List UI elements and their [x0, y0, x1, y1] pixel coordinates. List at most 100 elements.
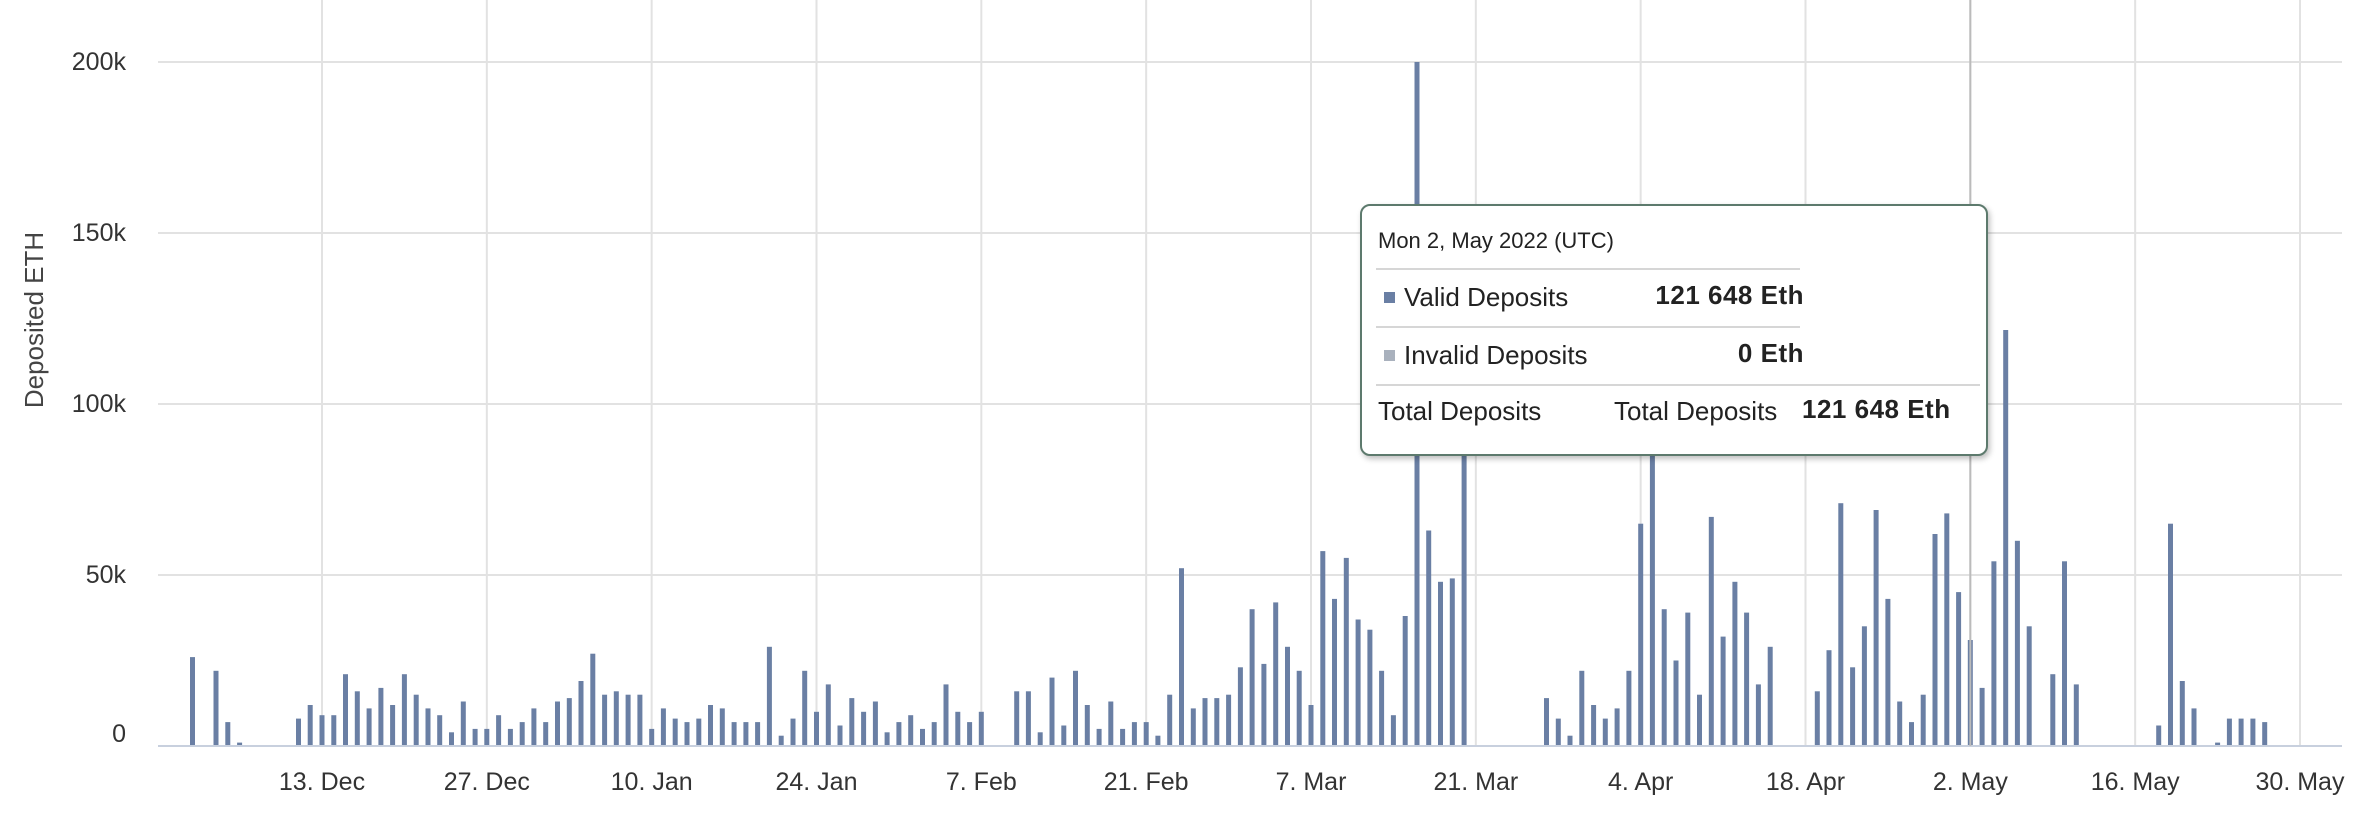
- bar[interactable]: [1367, 629, 1373, 746]
- bar[interactable]: [649, 728, 655, 746]
- bar[interactable]: [1826, 650, 1832, 746]
- bar[interactable]: [2050, 674, 2056, 746]
- bar[interactable]: [1179, 568, 1184, 746]
- bar[interactable]: [1732, 581, 1738, 746]
- bar[interactable]: [1332, 598, 1337, 746]
- bar[interactable]: [496, 715, 502, 746]
- bar[interactable]: [2168, 523, 2173, 746]
- bar[interactable]: [943, 684, 949, 746]
- bar[interactable]: [449, 732, 454, 746]
- bar[interactable]: [955, 711, 961, 746]
- bar[interactable]: [1273, 602, 1279, 746]
- bar[interactable]: [731, 722, 737, 746]
- bar[interactable]: [872, 701, 878, 747]
- bar[interactable]: [237, 742, 243, 746]
- bar[interactable]: [437, 715, 443, 746]
- bar[interactable]: [1720, 636, 1726, 746]
- bar[interactable]: [531, 708, 537, 746]
- bar[interactable]: [1426, 530, 1432, 747]
- bar[interactable]: [1944, 513, 1950, 746]
- bar[interactable]: [2250, 718, 2256, 746]
- bar[interactable]: [2191, 708, 2197, 746]
- bar[interactable]: [1861, 626, 1867, 746]
- bar[interactable]: [1202, 698, 1208, 746]
- bar[interactable]: [1708, 516, 1714, 746]
- bar[interactable]: [1979, 687, 1985, 746]
- bar[interactable]: [861, 711, 867, 746]
- bar[interactable]: [519, 722, 525, 746]
- bar[interactable]: [1567, 735, 1573, 746]
- bar[interactable]: [1355, 619, 1361, 747]
- bar[interactable]: [1379, 670, 1385, 746]
- bar[interactable]: [366, 708, 372, 746]
- bar[interactable]: [1555, 718, 1561, 746]
- bar[interactable]: [472, 728, 478, 746]
- bar[interactable]: [1190, 708, 1196, 746]
- bar[interactable]: [1614, 708, 1620, 746]
- bar[interactable]: [1814, 691, 1820, 746]
- bar[interactable]: [1320, 551, 1326, 746]
- bar[interactable]: [225, 722, 231, 746]
- bar[interactable]: [978, 711, 984, 746]
- bar[interactable]: [1261, 663, 1267, 746]
- bar[interactable]: [190, 657, 195, 746]
- bar[interactable]: [2156, 725, 2162, 747]
- bar[interactable]: [1449, 578, 1455, 746]
- bar[interactable]: [696, 718, 702, 746]
- bar[interactable]: [590, 653, 596, 746]
- bar[interactable]: [1579, 670, 1585, 746]
- bar[interactable]: [401, 674, 407, 746]
- bar[interactable]: [625, 694, 631, 746]
- bar[interactable]: [460, 701, 466, 747]
- bar[interactable]: [1673, 660, 1679, 747]
- bar[interactable]: [672, 718, 678, 746]
- bar[interactable]: [684, 722, 690, 746]
- bar[interactable]: [896, 722, 902, 746]
- bar[interactable]: [778, 735, 784, 746]
- bar[interactable]: [555, 701, 560, 747]
- bar[interactable]: [967, 722, 973, 746]
- bar[interactable]: [920, 728, 925, 746]
- bar[interactable]: [637, 694, 643, 746]
- bar[interactable]: [1991, 561, 1997, 746]
- bar[interactable]: [1438, 581, 1443, 746]
- bar[interactable]: [790, 718, 796, 746]
- bar[interactable]: [1850, 667, 1856, 746]
- bar[interactable]: [566, 698, 572, 746]
- bar[interactable]: [1956, 592, 1962, 746]
- bar[interactable]: [825, 684, 831, 746]
- bar[interactable]: [1084, 705, 1090, 746]
- bar[interactable]: [343, 674, 348, 746]
- bar[interactable]: [1226, 694, 1232, 746]
- bar[interactable]: [507, 728, 513, 746]
- bar[interactable]: [1390, 715, 1396, 746]
- bar[interactable]: [849, 698, 855, 746]
- bar[interactable]: [766, 646, 772, 746]
- bar[interactable]: [1873, 510, 1879, 746]
- bar[interactable]: [1920, 694, 1926, 746]
- bar[interactable]: [2026, 626, 2032, 746]
- bar[interactable]: [1638, 523, 1644, 746]
- bar[interactable]: [931, 722, 937, 746]
- bar[interactable]: [743, 722, 749, 746]
- bar[interactable]: [390, 705, 396, 746]
- bar[interactable]: [837, 725, 843, 747]
- bar[interactable]: [1143, 722, 1149, 746]
- bar[interactable]: [1544, 698, 1549, 746]
- bar[interactable]: [708, 705, 713, 746]
- bar[interactable]: [1909, 722, 1914, 746]
- bar[interactable]: [1308, 705, 1314, 746]
- bar[interactable]: [2238, 718, 2244, 746]
- bar[interactable]: [1897, 701, 1903, 747]
- bar[interactable]: [1014, 691, 1020, 746]
- bar[interactable]: [2073, 684, 2079, 746]
- bar[interactable]: [2003, 330, 2009, 746]
- bar[interactable]: [1838, 503, 1844, 746]
- bar[interactable]: [484, 728, 490, 746]
- bar[interactable]: [1626, 670, 1632, 746]
- bar[interactable]: [2062, 561, 2067, 746]
- bar[interactable]: [543, 722, 549, 746]
- bar[interactable]: [1744, 612, 1750, 746]
- bar[interactable]: [1049, 677, 1055, 746]
- bar[interactable]: [1602, 718, 1608, 746]
